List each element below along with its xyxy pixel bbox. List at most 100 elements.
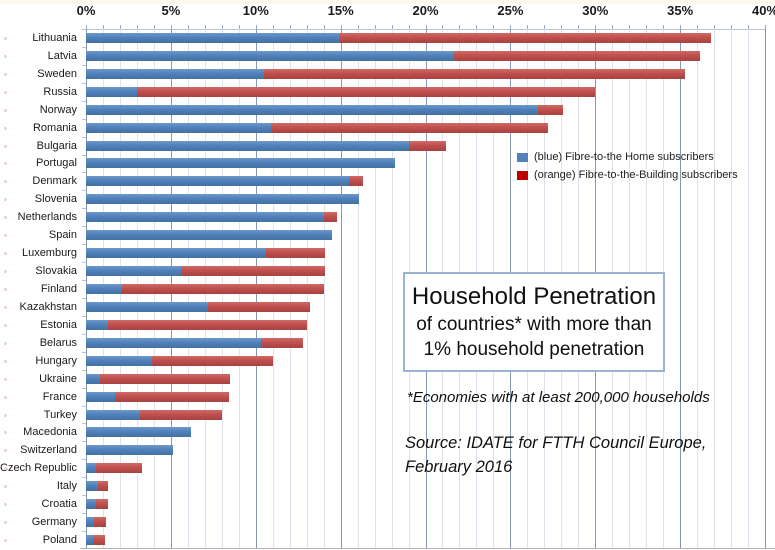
fttb-bar-segment <box>96 463 142 474</box>
ftth-bar-segment <box>86 445 173 456</box>
ftth-bar-segment <box>86 499 97 510</box>
top-axis-tick <box>425 25 427 29</box>
country-label: Belarus <box>39 336 77 349</box>
minor-gridline <box>323 29 325 549</box>
x-axis-tick-label: 10% <box>242 3 269 18</box>
ftth-bar-segment <box>86 68 265 79</box>
left-axis-row-tick <box>82 29 86 30</box>
minor-gridline <box>374 29 376 549</box>
top-axis-tick <box>493 25 495 29</box>
left-axis-row-tick <box>82 333 86 335</box>
left-axis-row-tick <box>82 459 86 461</box>
fttb-bar-segment <box>140 409 222 420</box>
top-axis-tick <box>119 25 121 29</box>
x-axis-tick-label: 40% <box>751 3 775 18</box>
country-label: Germany <box>31 516 77 529</box>
ftth-bar-segment <box>86 212 324 223</box>
ftth-bar-segment <box>86 230 333 241</box>
top-axis-tick <box>187 25 189 29</box>
country-label: Hungary <box>35 354 77 367</box>
chart-subtitle-line-1: of countries* with more than <box>416 314 652 335</box>
fttb-bar-segment <box>92 535 105 546</box>
top-axis-tick <box>544 25 546 29</box>
left-axis-row-tick <box>82 190 86 192</box>
country-label: Russia <box>43 85 77 98</box>
left-axis-row-tick <box>82 262 86 264</box>
country-label: Switzerland <box>20 444 77 457</box>
top-axis-tick <box>153 25 155 29</box>
x-axis-tick-label: 35% <box>667 3 694 18</box>
major-gridline <box>680 29 682 549</box>
top-axis-tick <box>629 25 631 29</box>
left-edge-artifact-dot <box>4 162 7 166</box>
fttb-bar-segment <box>208 301 311 312</box>
fttb-bar-segment <box>323 212 338 223</box>
fttb-legend-swatch-icon <box>517 170 528 180</box>
left-axis-row-tick <box>82 369 86 371</box>
top-axis-tick <box>748 25 750 29</box>
country-label: Kazakhstan <box>19 300 77 313</box>
country-label: Portugal <box>36 157 77 170</box>
bar-row <box>86 373 765 384</box>
left-edge-artifact-dot <box>4 341 7 345</box>
ftth-bar-segment <box>86 266 182 277</box>
bar-row <box>86 158 765 169</box>
bar-row <box>86 337 765 348</box>
fttb-bar-segment <box>537 104 563 115</box>
fttb-bar-segment <box>152 355 273 366</box>
bar-row <box>86 68 765 79</box>
ftth-bar-segment <box>86 301 209 312</box>
fttb-bar-segment <box>264 68 686 79</box>
left-axis-row-tick <box>82 495 86 497</box>
legend-label-fttb: (orange) Fibre-to-the-Building subscribe… <box>534 169 738 181</box>
x-axis-tick-label: 25% <box>497 3 524 18</box>
left-edge-artifact-dot <box>4 126 7 130</box>
fttb-bar-segment <box>454 50 701 61</box>
left-edge-artifact-dot <box>4 234 7 238</box>
country-label: Croatia <box>41 498 77 511</box>
fttb-bar-segment <box>349 176 363 187</box>
left-edge-artifact-dot <box>4 467 7 471</box>
left-axis-row-tick <box>82 136 86 138</box>
ftth-bar-segment <box>86 32 339 43</box>
ftth-bar-segment <box>86 463 97 474</box>
country-label: Finland <box>40 283 77 295</box>
left-axis-row-tick <box>82 208 86 210</box>
plot-bottom-axis-line <box>80 548 775 549</box>
top-axis-tick <box>136 25 138 29</box>
left-axis-row-tick <box>82 118 86 120</box>
fttb-bar-segment <box>408 140 446 151</box>
top-axis-tick <box>255 25 257 29</box>
fttb-bar-segment <box>260 337 304 348</box>
country-label: Turkey <box>43 408 77 421</box>
country-label: Macedonia <box>23 426 77 439</box>
bar-row <box>86 104 765 115</box>
legend-item-ftth: (blue) Fibre-to-the Home subscribers <box>517 148 738 166</box>
major-gridline <box>765 29 766 549</box>
minor-gridline <box>697 29 699 549</box>
ftth-bar-segment <box>86 409 141 420</box>
country-label: Slovakia <box>35 265 77 278</box>
bar-row <box>86 499 765 510</box>
country-label: Latvia <box>47 49 77 62</box>
bar-row <box>86 355 765 366</box>
bar-row <box>86 86 765 97</box>
top-axis-tick <box>170 25 172 29</box>
bar-row <box>86 445 765 456</box>
bar-row <box>86 230 765 241</box>
x-axis-tick-label: 5% <box>161 3 181 18</box>
bar-row <box>86 194 765 205</box>
bar-row <box>86 176 765 187</box>
top-axis-tick <box>680 25 682 29</box>
left-edge-artifact-dot <box>4 305 7 309</box>
fttb-bar-segment <box>97 481 109 492</box>
top-axis-tick <box>306 25 308 29</box>
footnote: *Economies with at least 200,000 househo… <box>407 389 710 406</box>
top-axis-tick <box>476 25 478 29</box>
bar-row <box>86 140 765 151</box>
country-label: Luxemburg <box>21 247 77 260</box>
left-axis-row-tick <box>82 423 86 425</box>
ftth-bar-segment <box>86 337 261 348</box>
fttb-bar-segment <box>271 122 548 133</box>
top-axis-tick <box>374 25 376 29</box>
